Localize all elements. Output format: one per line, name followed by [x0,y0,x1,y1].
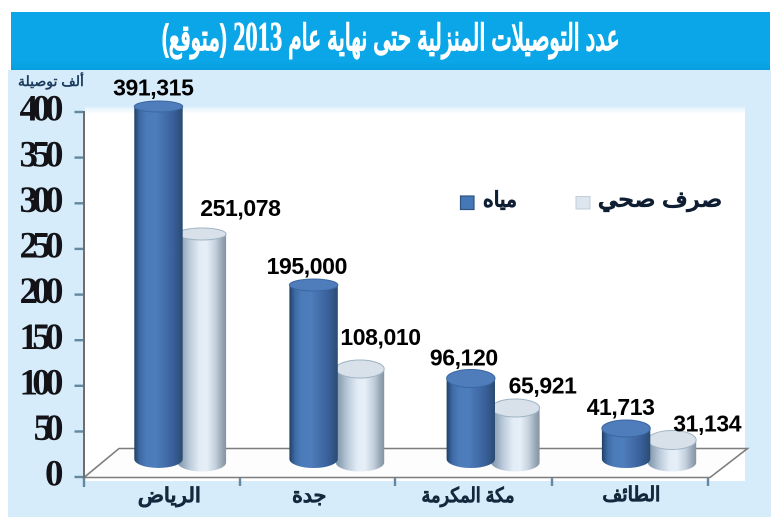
svg-text:300: 300 [20,180,64,221]
svg-text:250: 250 [20,226,64,267]
svg-text:391,315: 391,315 [113,74,194,100]
svg-text:96,120: 96,120 [430,345,498,371]
svg-text:150: 150 [20,317,64,358]
svg-text:400: 400 [20,89,64,130]
svg-text:الطائف: الطائف [602,484,660,506]
svg-text:41,713: 41,713 [587,394,655,420]
svg-text:صرف صحي: صرف صحي [598,189,722,213]
svg-text:جدة: جدة [292,485,326,507]
svg-text:0: 0 [45,454,64,495]
svg-text:65,921: 65,921 [509,373,578,399]
svg-text:الرياض: الرياض [138,485,201,508]
svg-text:مياه: مياه [483,189,517,212]
svg-text:50: 50 [34,408,64,449]
svg-text:200: 200 [20,271,64,312]
svg-text:251,078: 251,078 [200,195,281,221]
svg-text:350: 350 [20,134,64,175]
svg-text:108,010: 108,010 [340,324,420,350]
svg-text:100: 100 [20,363,64,404]
svg-text:195,000: 195,000 [267,253,347,279]
svg-text:31,134: 31,134 [673,411,742,437]
svg-text:مكة المكرمة: مكة المكرمة [422,485,515,508]
